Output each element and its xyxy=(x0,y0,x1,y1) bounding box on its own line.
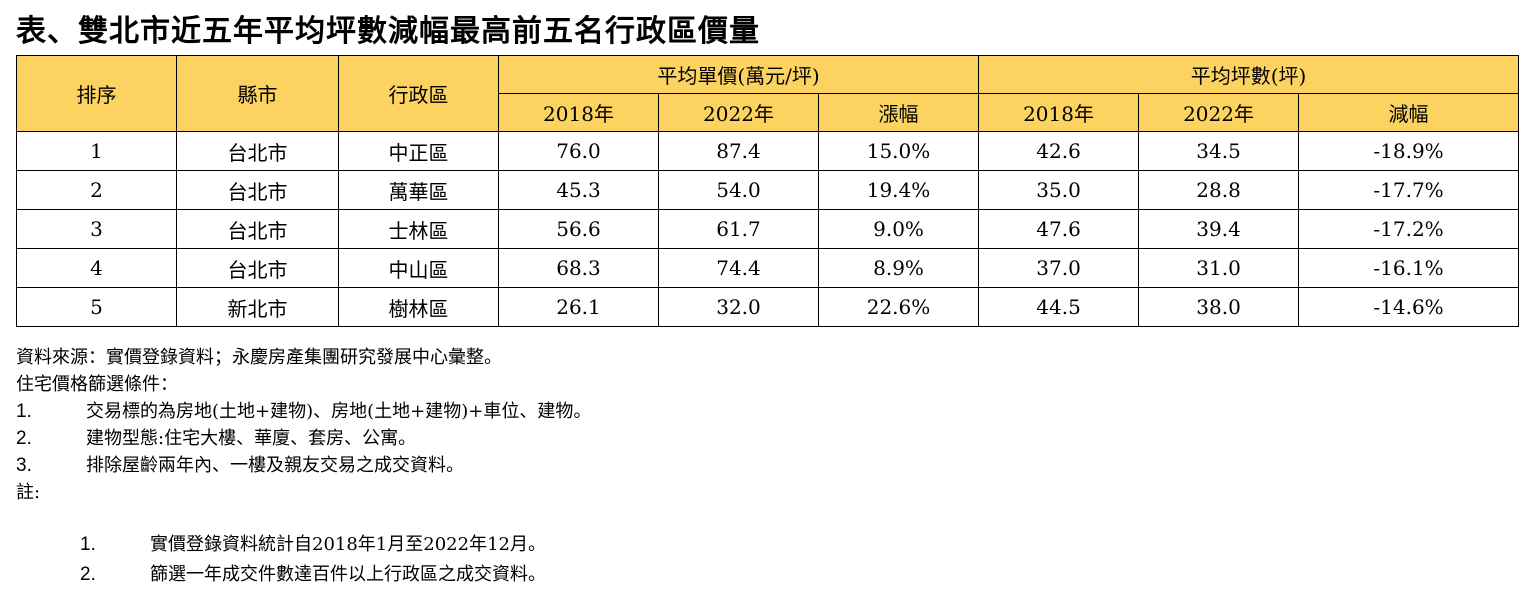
cell-rank: 4 xyxy=(16,248,177,288)
remark-text: 實價登錄資料統計自2018年1月至2022年12月。 xyxy=(150,534,546,555)
cell-area-2018: 37.0 xyxy=(978,248,1140,288)
criteria-title: 住宅價格篩選條件： xyxy=(16,374,178,395)
header-unit-price-group: 平均單價(萬元/坪) xyxy=(497,55,980,94)
cell-price-2022: 74.4 xyxy=(658,248,819,288)
cell-price-2018: 56.6 xyxy=(498,209,659,249)
header-rank: 排序 xyxy=(16,55,177,132)
cell-city: 台北市 xyxy=(176,170,339,210)
header-area-2018: 2018年 xyxy=(978,93,1140,132)
cell-city: 台北市 xyxy=(176,248,339,288)
cell-price-2022: 87.4 xyxy=(658,131,819,171)
cell-price-2022: 32.0 xyxy=(658,287,819,327)
criteria-number: 2. xyxy=(16,428,32,449)
remark-text: 篩選一年成交件數達百件以上行政區之成交資料。 xyxy=(150,564,546,585)
cell-area-2018: 44.5 xyxy=(978,287,1140,327)
cell-area-2022: 34.5 xyxy=(1138,131,1300,171)
header-price-2022: 2022年 xyxy=(658,93,819,132)
cell-area-2022: 28.8 xyxy=(1138,170,1300,210)
remarks-title: 註: xyxy=(16,482,41,503)
header-area-change: 減幅 xyxy=(1298,93,1520,132)
header-row-2: 2018年 2022年 漲幅 2018年 2022年 減幅 xyxy=(17,93,1520,132)
header-area-group: 平均坪數(坪) xyxy=(978,55,1520,94)
cell-price-change: 9.0% xyxy=(817,209,980,249)
remarks-block: 1. 實價登錄資料統計自2018年1月至2022年12月。 2. 篩選一年成交件數達… xyxy=(16,530,546,590)
cell-district: 萬華區 xyxy=(338,170,499,210)
criteria-item: 3. 排除屋齡兩年內、一樓及親友交易之成交資料。 xyxy=(16,452,591,479)
cell-price-change: 8.9% xyxy=(817,248,980,288)
cell-area-change: -18.9% xyxy=(1298,131,1520,171)
cell-price-change: 19.4% xyxy=(817,170,980,210)
cell-price-change: 15.0% xyxy=(817,131,980,171)
notes-block: 資料來源：實價登錄資料；永慶房產集團研究發展中心彙整。 住宅價格篩選條件： 1.… xyxy=(16,344,591,506)
cell-price-2022: 54.0 xyxy=(658,170,819,210)
cell-city: 台北市 xyxy=(176,209,339,249)
cell-area-change: -17.2% xyxy=(1298,209,1520,249)
page-title: 表、雙北市近五年平均坪數減幅最高前五名行政區價量 xyxy=(16,14,760,49)
table-row: 4 台北市 中山區 68.3 74.4 8.9% 37.0 31.0 -16.1… xyxy=(16,248,1520,288)
cell-price-2018: 68.3 xyxy=(498,248,659,288)
cell-area-2022: 39.4 xyxy=(1138,209,1300,249)
remark-number: 2. xyxy=(80,564,96,585)
price-volume-table: 排序 縣市 行政區 平均單價(萬元/坪) 平均坪數(坪) 2018年 2022年… xyxy=(16,55,1520,327)
cell-price-2018: 76.0 xyxy=(498,131,659,171)
cell-rank: 1 xyxy=(16,131,177,171)
header-city: 縣市 xyxy=(176,55,339,132)
table-row: 5 新北市 樹林區 26.1 32.0 22.6% 44.5 38.0 -14.… xyxy=(16,287,1520,327)
cell-rank: 3 xyxy=(16,209,177,249)
cell-price-change: 22.6% xyxy=(817,287,980,327)
remark-item: 1. 實價登錄資料統計自2018年1月至2022年12月。 xyxy=(16,530,546,560)
cell-city: 新北市 xyxy=(176,287,339,327)
cell-district: 中正區 xyxy=(338,131,499,171)
header-district: 行政區 xyxy=(338,55,499,132)
cell-area-2018: 35.0 xyxy=(978,170,1140,210)
cell-area-2018: 42.6 xyxy=(978,131,1140,171)
header-row-1: 排序 縣市 行政區 平均單價(萬元/坪) 平均坪數(坪) xyxy=(16,55,1520,132)
cell-city: 台北市 xyxy=(176,131,339,171)
cell-area-change: -17.7% xyxy=(1298,170,1520,210)
cell-area-change: -16.1% xyxy=(1298,248,1520,288)
source-note: 資料來源：實價登錄資料；永慶房產集團研究發展中心彙整。 xyxy=(16,347,502,368)
cell-price-2022: 61.7 xyxy=(658,209,819,249)
criteria-item: 2. 建物型態:住宅大樓、華廈、套房、公寓。 xyxy=(16,425,591,452)
cell-district: 士林區 xyxy=(338,209,499,249)
header-area-2022: 2022年 xyxy=(1138,93,1300,132)
table-row: 1 台北市 中正區 76.0 87.4 15.0% 42.6 34.5 -18.… xyxy=(16,131,1520,171)
remark-item: 2. 篩選一年成交件數達百件以上行政區之成交資料。 xyxy=(16,560,546,590)
cell-price-2018: 45.3 xyxy=(498,170,659,210)
cell-rank: 2 xyxy=(16,170,177,210)
criteria-text: 排除屋齡兩年內、一樓及親友交易之成交資料。 xyxy=(86,455,464,476)
criteria-number: 3. xyxy=(16,455,32,476)
cell-rank: 5 xyxy=(16,287,177,327)
cell-price-2018: 26.1 xyxy=(498,287,659,327)
cell-district: 樹林區 xyxy=(338,287,499,327)
criteria-text: 建物型態:住宅大樓、華廈、套房、公寓。 xyxy=(86,428,417,449)
cell-district: 中山區 xyxy=(338,248,499,288)
cell-area-2018: 47.6 xyxy=(978,209,1140,249)
criteria-text: 交易標的為房地(土地+建物)、房地(土地+建物)+車位、建物。 xyxy=(86,401,592,422)
table-row: 2 台北市 萬華區 45.3 54.0 19.4% 35.0 28.8 -17.… xyxy=(16,170,1520,210)
cell-area-2022: 31.0 xyxy=(1138,248,1300,288)
header-price-change: 漲幅 xyxy=(817,93,980,132)
table-row: 3 台北市 士林區 56.6 61.7 9.0% 47.6 39.4 -17.2… xyxy=(16,209,1520,249)
remark-number: 1. xyxy=(80,534,96,555)
criteria-number: 1. xyxy=(16,401,32,422)
header-price-2018: 2018年 xyxy=(498,93,659,132)
cell-area-change: -14.6% xyxy=(1298,287,1520,327)
cell-area-2022: 38.0 xyxy=(1138,287,1300,327)
criteria-item: 1. 交易標的為房地(土地+建物)、房地(土地+建物)+車位、建物。 xyxy=(16,398,591,425)
